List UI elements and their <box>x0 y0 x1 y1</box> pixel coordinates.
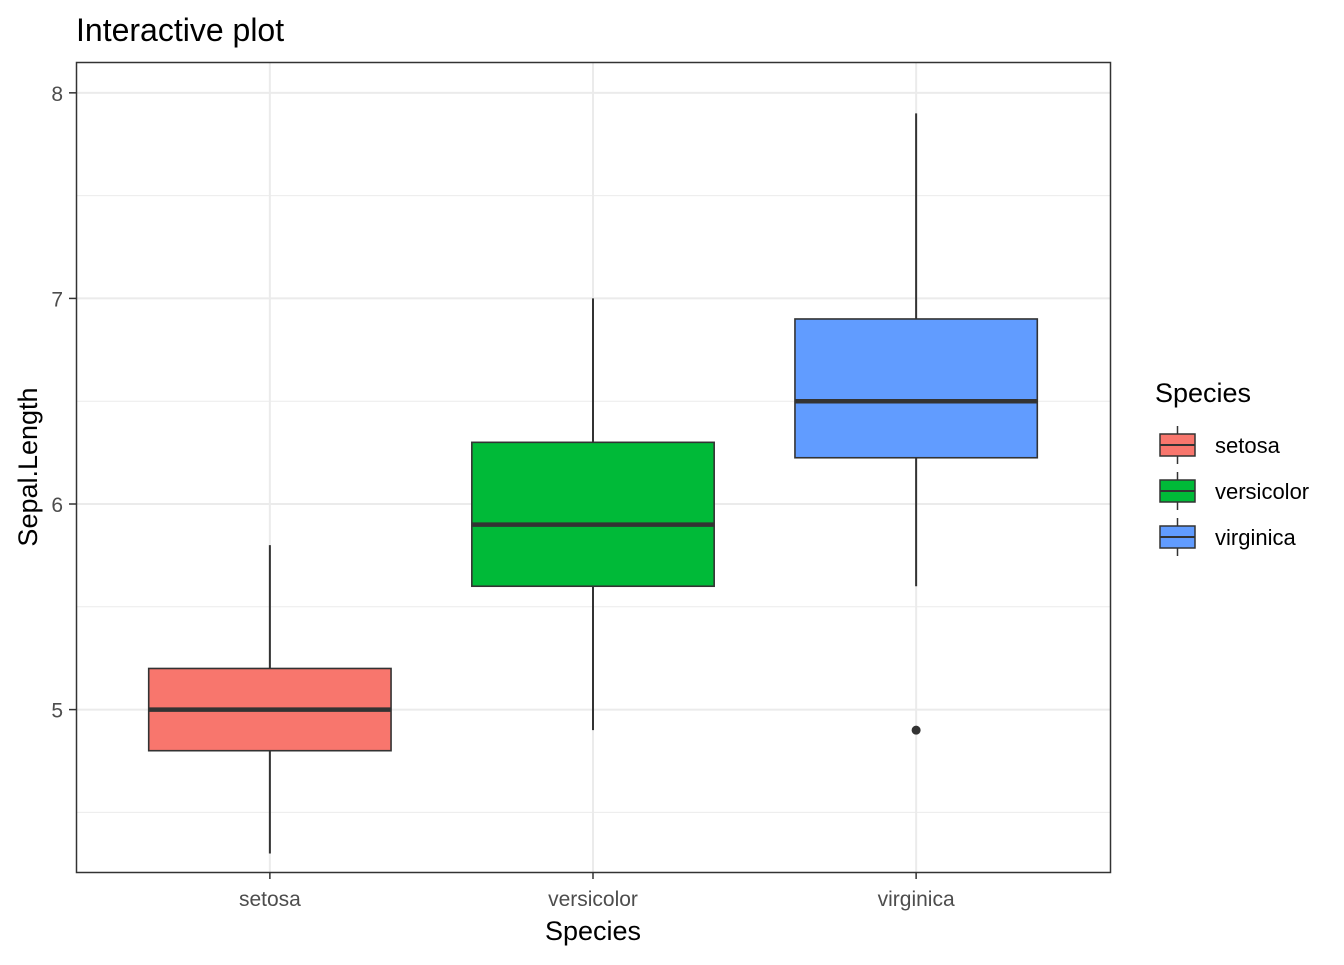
y-tick-label: 5 <box>51 700 63 723</box>
x-tick-label: versicolor <box>548 888 638 911</box>
boxes <box>147 113 1039 854</box>
y-tick-label: 6 <box>51 494 63 517</box>
y-axis-label: Sepal.Length <box>13 387 43 546</box>
legend-label: virginica <box>1215 525 1296 550</box>
y-tick-label: 7 <box>51 288 63 311</box>
legend-label: setosa <box>1215 433 1281 458</box>
box-versicolor <box>471 298 715 731</box>
legend-item-versicolor: versicolor <box>1159 472 1309 510</box>
chart-title: Interactive plot <box>76 12 284 48</box>
box-setosa <box>147 545 392 854</box>
legend: Species setosa versicolor virginica <box>1155 378 1309 556</box>
y-tick-label: 8 <box>51 83 63 106</box>
box-rect <box>794 318 1039 459</box>
box-virginica <box>794 113 1039 735</box>
legend-label: versicolor <box>1215 479 1309 504</box>
legend-item-setosa: setosa <box>1159 426 1281 464</box>
x-tick-label: setosa <box>239 888 301 911</box>
x-axis-label: Species <box>545 916 641 946</box>
legend-keys: setosa versicolor virginica <box>1159 426 1309 556</box>
x-tick-label: virginica <box>878 888 955 911</box>
legend-item-virginica: virginica <box>1159 518 1296 556</box>
x-axis: setosa versicolor virginica <box>239 872 955 911</box>
outlier-point <box>911 725 921 735</box>
legend-title: Species <box>1155 378 1251 408</box>
y-axis: 5 6 7 8 <box>51 83 76 723</box>
box-rect <box>471 441 715 588</box>
